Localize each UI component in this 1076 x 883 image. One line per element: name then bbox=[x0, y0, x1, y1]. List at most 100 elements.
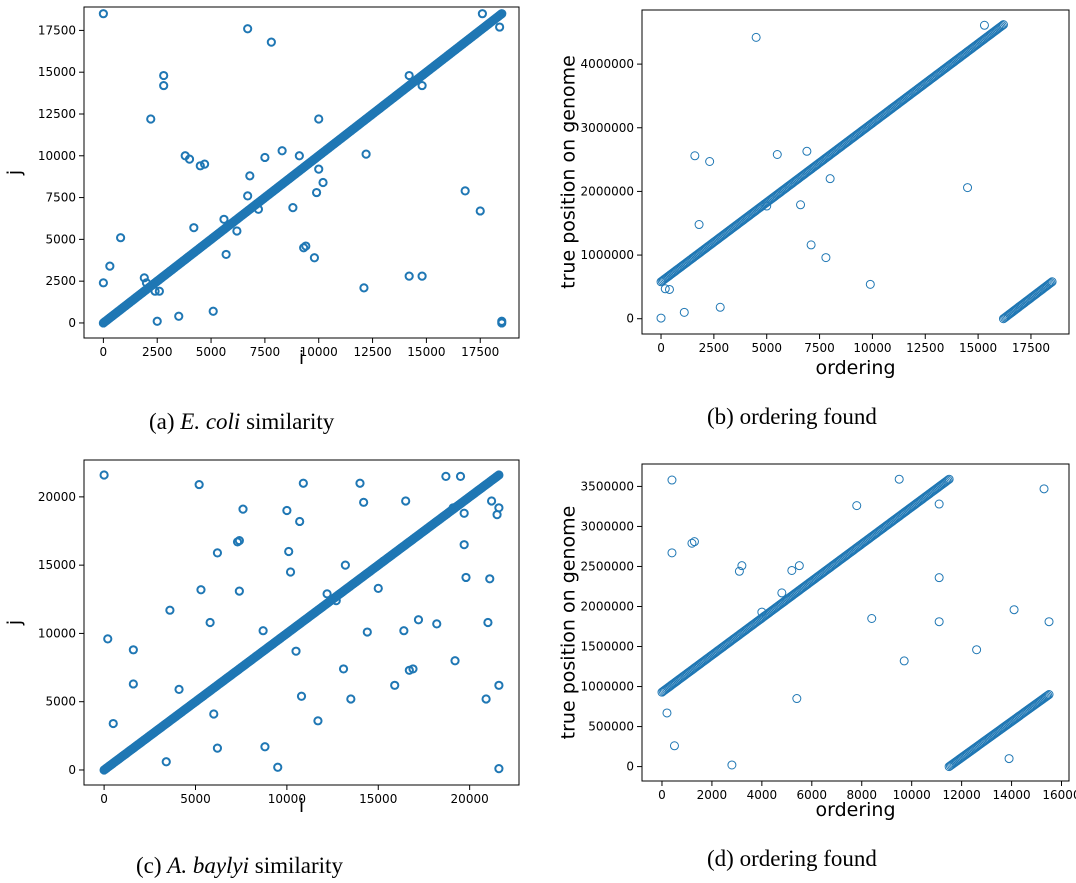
scatter-point bbox=[355, 478, 365, 488]
x-tick-label: 5000 bbox=[196, 345, 227, 359]
scatter-point bbox=[260, 742, 270, 752]
y-tick-label: 7500 bbox=[45, 191, 76, 205]
diagonal-run bbox=[99, 470, 504, 775]
scatter-point bbox=[253, 204, 264, 214]
y-tick-label: 4000000 bbox=[581, 57, 634, 71]
scatter-point bbox=[705, 156, 715, 166]
diagonal-point bbox=[943, 475, 953, 485]
scatter-point bbox=[737, 561, 747, 571]
scatter-point bbox=[232, 226, 242, 236]
scatter-point bbox=[477, 9, 487, 19]
scatter-point bbox=[159, 80, 169, 91]
chart-panel-b: 0 2500 5000 7500 10000 12500 15000 17500 0 100000… bbox=[538, 0, 1076, 441]
scatter-point bbox=[1039, 484, 1049, 494]
x-tick-label: 2500 bbox=[699, 341, 730, 355]
caption-b-letter: (b) bbox=[707, 404, 734, 429]
y-axis-label: j bbox=[4, 170, 26, 176]
scatter-point bbox=[285, 567, 296, 577]
scatter-point bbox=[667, 475, 677, 485]
scatter-point bbox=[284, 546, 294, 557]
y-tick-label: 1500000 bbox=[581, 640, 634, 654]
scatter-point bbox=[108, 718, 118, 729]
x-tick-label: 0 bbox=[658, 788, 666, 802]
scatter-point bbox=[867, 613, 877, 623]
scatter-point bbox=[165, 605, 175, 615]
diagonal-point bbox=[996, 21, 1006, 31]
scatter-point bbox=[495, 22, 505, 32]
scatter-point bbox=[141, 278, 152, 288]
diagonal-run bbox=[998, 277, 1057, 324]
y-axis-label: j bbox=[4, 620, 26, 626]
y-tick-label: 10000 bbox=[38, 626, 76, 640]
scatter-point bbox=[298, 478, 308, 488]
scatter-point bbox=[105, 261, 115, 271]
scatter-point bbox=[154, 286, 164, 296]
caption-d: (d) ordering found bbox=[707, 846, 877, 872]
plot-frame bbox=[83, 6, 520, 339]
x-tick-label: 17500 bbox=[461, 345, 499, 359]
chart-svg-c: 0 5000 10000 15000 20000 0 5000 10000 15000 20000… bbox=[4, 459, 520, 817]
x-tick-label: 15000 bbox=[359, 792, 397, 806]
scatter-point bbox=[243, 191, 253, 201]
y-tick-label: 1000000 bbox=[581, 680, 634, 694]
scatter-point bbox=[139, 273, 149, 283]
scatter-point bbox=[825, 174, 835, 184]
scatter-point bbox=[979, 20, 989, 30]
scatter-point bbox=[322, 589, 332, 599]
y-tick-label: 17500 bbox=[38, 23, 76, 37]
x-tick-label: 0 bbox=[100, 345, 108, 359]
scatter-point bbox=[238, 504, 248, 514]
scatter-point bbox=[205, 617, 215, 628]
x-tick-label: 4000 bbox=[747, 788, 778, 802]
scatter-point bbox=[494, 764, 504, 774]
scatter-point bbox=[209, 709, 219, 719]
scatter-point bbox=[301, 241, 311, 251]
chart-panel-c: 0 5000 10000 15000 20000 0 5000 10000 15000 20000… bbox=[0, 442, 538, 883]
caption-a-letter: (a) bbox=[149, 409, 175, 434]
chart-svg-a: 0 2500 5000 7500 10000 12500 15000 17500 0 2500 50… bbox=[4, 6, 520, 369]
scatter-point bbox=[399, 626, 409, 636]
x-tick-label: 10000 bbox=[893, 788, 931, 802]
scatter-point bbox=[667, 548, 677, 558]
scatter-point bbox=[899, 656, 909, 666]
y-axis-label: true position on genome bbox=[558, 506, 580, 740]
scatter-point bbox=[865, 279, 875, 289]
scatter-point bbox=[234, 535, 244, 546]
y-tick-label: 0 bbox=[626, 760, 634, 774]
scatter-point bbox=[894, 474, 904, 484]
scatter-point bbox=[340, 560, 350, 570]
scatter-point bbox=[486, 496, 497, 506]
scatter-point bbox=[483, 617, 493, 628]
x-tick-label: 12500 bbox=[353, 345, 391, 359]
scatter-point bbox=[362, 627, 372, 637]
scatter-point bbox=[404, 271, 414, 281]
scatter-point bbox=[404, 70, 414, 81]
scatter-point bbox=[441, 471, 451, 481]
scatter-point bbox=[295, 516, 305, 527]
scatter-point bbox=[128, 645, 138, 655]
scatter-point bbox=[314, 114, 324, 124]
scatter-point bbox=[311, 187, 322, 198]
scatter-point bbox=[679, 307, 689, 317]
diagonal-run bbox=[98, 9, 507, 328]
scatter-point bbox=[806, 240, 816, 250]
scatter-point bbox=[199, 159, 210, 169]
scatter-point bbox=[243, 24, 253, 34]
scatter-point bbox=[459, 508, 469, 518]
scatter-point bbox=[690, 151, 700, 161]
scatter-point bbox=[260, 152, 270, 163]
x-tick-label: 0 bbox=[100, 792, 108, 806]
y-tick-label: 0 bbox=[68, 763, 76, 777]
caption-d-letter: (d) bbox=[707, 846, 734, 871]
diagonal-point bbox=[1046, 278, 1056, 288]
y-tick-label: 1000000 bbox=[581, 248, 634, 262]
scatter-point bbox=[294, 151, 304, 161]
x-tick-label: 10000 bbox=[268, 792, 306, 806]
y-tick-label: 0 bbox=[626, 312, 634, 326]
diagonal-point bbox=[1045, 279, 1055, 289]
x-axis-label: i bbox=[299, 347, 304, 369]
scatter-point bbox=[972, 645, 982, 655]
y-tick-label: 5000 bbox=[45, 232, 76, 246]
diagonal-point bbox=[1044, 690, 1054, 700]
diagonal-point bbox=[1047, 277, 1057, 287]
